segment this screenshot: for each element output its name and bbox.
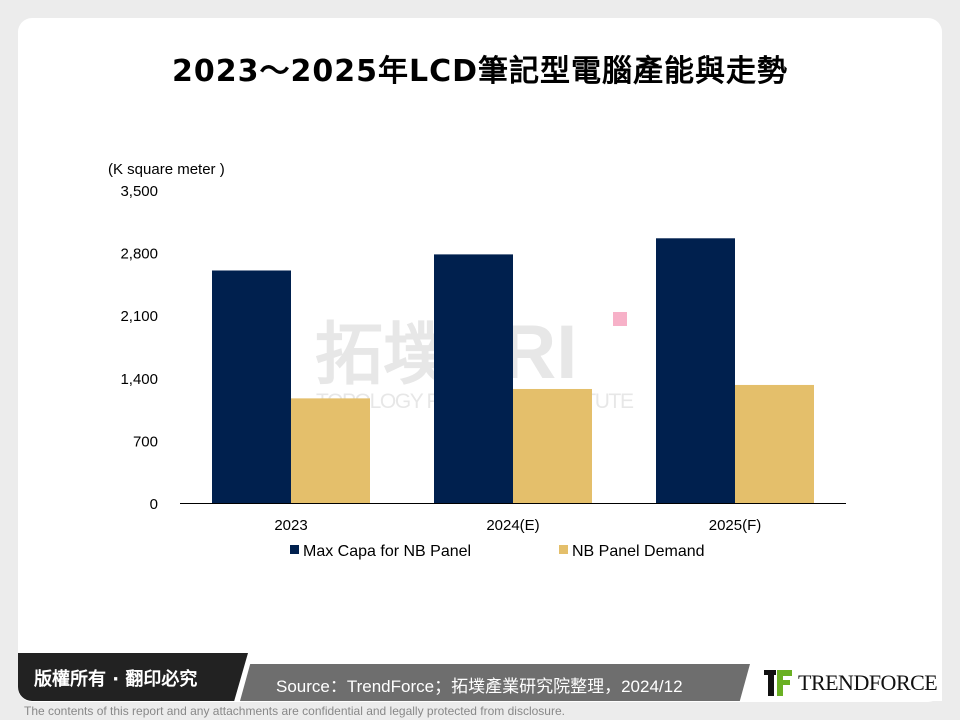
y-tick-label: 700 <box>133 433 158 450</box>
y-axis-label: (K square meter ) <box>108 161 225 178</box>
trendforce-logo-text: TRENDFORCE <box>798 670 938 695</box>
y-tick-label: 0 <box>150 496 158 513</box>
source-text: Source：TrendForce；拓墣產業研究院整理，2024/12 <box>276 677 683 696</box>
bar-max-capa-2023 <box>212 270 291 503</box>
y-tick-label: 2,800 <box>120 246 158 263</box>
watermark-cn: 拓墣 <box>315 316 451 395</box>
copyright-text: 版權所有 · 翻印必究 <box>34 669 198 690</box>
disclaimer: The contents of this report and any atta… <box>24 704 565 718</box>
bar-demand-2025(F) <box>735 384 814 503</box>
trendforce-logo: TRENDFORCE <box>760 664 942 701</box>
x-tick-label: 2024(E) <box>486 517 539 534</box>
watermark-pink-square <box>613 312 627 326</box>
x-tick-label: 2023 <box>274 517 307 534</box>
bar-max-capa-2024(E) <box>434 254 513 503</box>
y-tick-label: 3,500 <box>120 183 158 200</box>
source-banner: Source：TrendForce；拓墣產業研究院整理，2024/12 <box>240 664 750 701</box>
y-tick-label: 2,100 <box>120 308 158 325</box>
legend: Max Capa for NB Panel NB Panel Demand <box>290 543 705 560</box>
legend-label-demand: NB Panel Demand <box>572 543 705 560</box>
legend-label-max-capa: Max Capa for NB Panel <box>303 543 471 560</box>
legend-swatch-demand <box>559 545 568 554</box>
copyright-banner: 版權所有 · 翻印必究 <box>18 653 248 701</box>
bar-demand-2024(E) <box>513 388 592 503</box>
y-tick-label: 1,400 <box>120 371 158 388</box>
trendforce-logo-icon <box>764 670 792 696</box>
bar-max-capa-2025(F) <box>656 238 735 503</box>
bar-demand-2023 <box>291 398 370 503</box>
x-tick-label: 2025(F) <box>709 517 762 534</box>
legend-swatch-max-capa <box>290 545 299 554</box>
chart-title: 2023～2025年LCD筆記型電腦產能與走勢 <box>171 54 789 89</box>
